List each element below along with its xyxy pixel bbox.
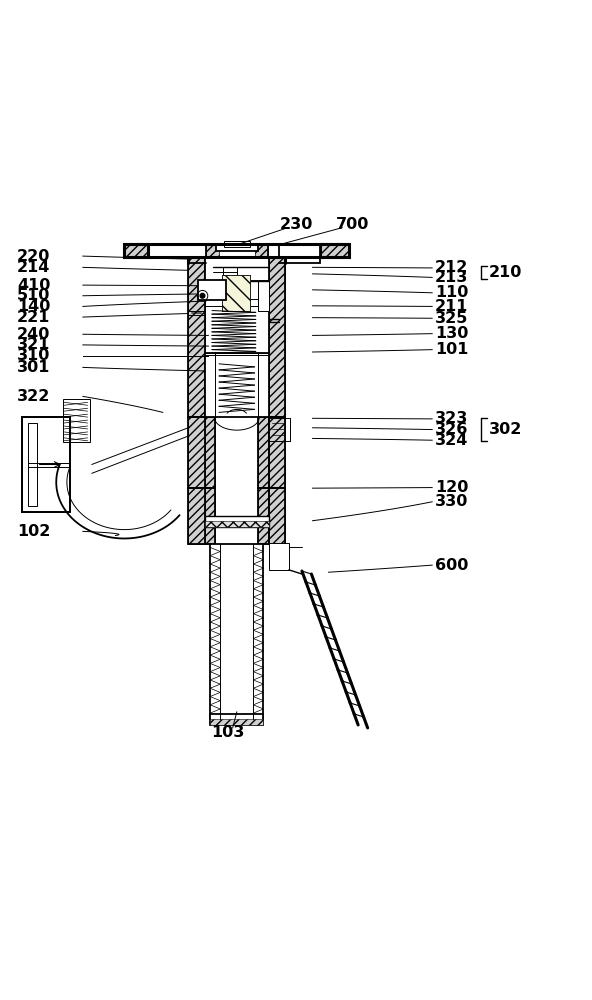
Text: 212: 212 — [435, 260, 468, 275]
Bar — [205, 299, 269, 306]
Bar — [258, 488, 269, 544]
Text: 326: 326 — [435, 422, 468, 437]
Text: 600: 600 — [435, 558, 468, 573]
Bar — [188, 417, 205, 488]
Bar — [188, 488, 205, 544]
Bar — [22, 417, 70, 512]
Bar — [258, 488, 269, 544]
Bar — [205, 488, 215, 544]
Bar — [205, 417, 215, 488]
Text: 330: 330 — [435, 494, 468, 509]
Text: 210: 210 — [488, 265, 522, 280]
Circle shape — [200, 293, 205, 298]
Bar — [206, 244, 268, 263]
Text: 230: 230 — [279, 217, 313, 232]
Bar — [205, 521, 269, 527]
Bar — [320, 244, 349, 257]
Text: 110: 110 — [435, 285, 468, 300]
Text: 101: 101 — [435, 342, 468, 357]
Bar — [269, 543, 289, 570]
Text: 321: 321 — [17, 337, 50, 352]
Bar — [205, 353, 269, 417]
Bar — [258, 417, 269, 488]
Bar — [206, 244, 219, 263]
Bar — [205, 417, 215, 488]
Text: 310: 310 — [17, 348, 50, 363]
Text: 140: 140 — [17, 299, 50, 314]
Bar — [28, 423, 37, 506]
Text: 700: 700 — [336, 217, 369, 232]
Bar — [223, 267, 237, 275]
Text: 102: 102 — [17, 524, 50, 539]
Text: 301: 301 — [17, 360, 50, 375]
Bar — [188, 488, 205, 544]
Bar — [269, 257, 285, 417]
Bar — [205, 488, 215, 544]
Text: 510: 510 — [17, 288, 50, 303]
Bar — [224, 241, 250, 247]
Bar — [124, 244, 148, 257]
Bar — [222, 275, 250, 311]
Bar — [269, 488, 285, 544]
Bar — [279, 244, 320, 263]
Text: 120: 120 — [435, 480, 468, 495]
Text: 103: 103 — [211, 725, 244, 740]
Text: 240: 240 — [17, 327, 50, 342]
Bar — [258, 417, 269, 488]
Bar — [320, 244, 349, 257]
Bar — [222, 275, 250, 311]
Bar — [269, 417, 285, 488]
Text: 410: 410 — [17, 278, 50, 293]
Bar — [188, 417, 205, 488]
Bar — [269, 257, 285, 417]
Bar — [205, 516, 269, 527]
Text: 211: 211 — [435, 299, 468, 314]
Bar — [269, 417, 285, 488]
Bar — [188, 257, 205, 417]
Text: 221: 221 — [17, 310, 50, 325]
Bar — [269, 488, 285, 544]
Bar — [188, 257, 205, 417]
Bar — [210, 719, 263, 725]
Text: 322: 322 — [17, 389, 50, 404]
Text: 325: 325 — [435, 311, 468, 326]
Bar — [198, 280, 226, 300]
Bar — [63, 399, 90, 442]
Bar — [205, 257, 269, 281]
Text: 302: 302 — [488, 422, 522, 437]
Bar — [124, 244, 148, 257]
Text: 214: 214 — [17, 260, 50, 275]
Bar — [210, 714, 263, 725]
Bar — [255, 244, 268, 263]
Bar — [216, 244, 258, 251]
Bar — [258, 280, 269, 311]
Text: 323: 323 — [435, 411, 468, 426]
Text: 324: 324 — [435, 433, 468, 448]
Text: 130: 130 — [435, 326, 468, 341]
Text: 213: 213 — [435, 270, 468, 285]
Text: 220: 220 — [17, 249, 50, 264]
Bar — [210, 544, 263, 719]
